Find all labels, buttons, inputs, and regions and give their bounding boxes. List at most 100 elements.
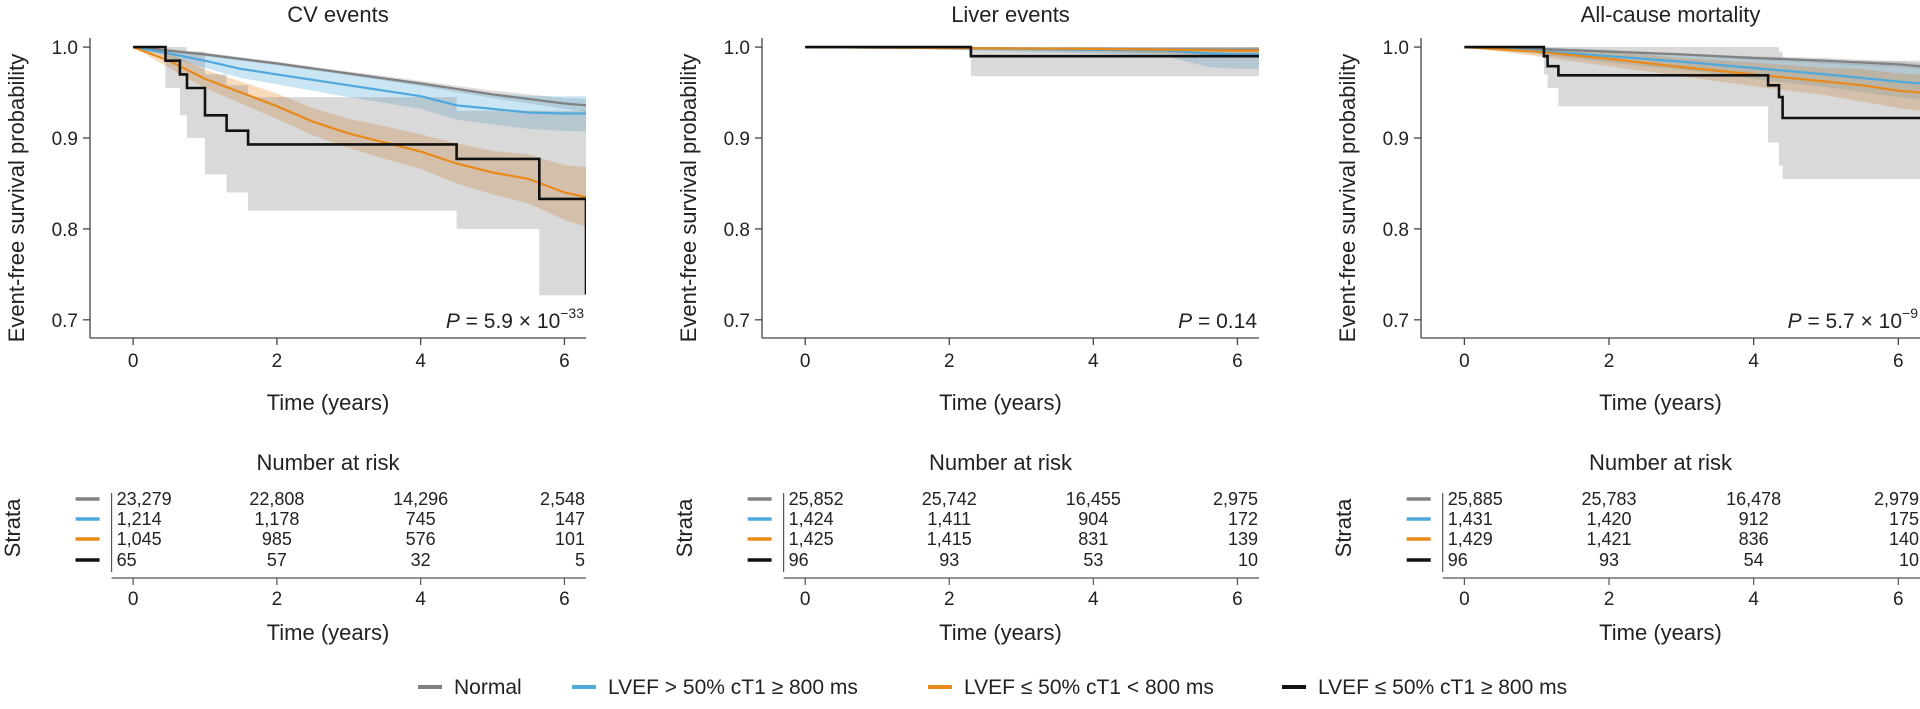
x-tick-label: 2: [272, 351, 283, 372]
risk-count: 22,808: [249, 489, 304, 509]
risk-count: 175: [1889, 509, 1919, 529]
x-axis-label: Time (years): [1599, 390, 1722, 415]
risk-x-axis-label: Time (years): [267, 620, 390, 645]
x-tick-label: 0: [128, 351, 139, 372]
ci-band-lvef-le-low: [1464, 47, 1920, 111]
ci-band-lvef-gt: [805, 47, 1259, 69]
risk-count: 147: [555, 509, 585, 529]
risk-count: 912: [1739, 509, 1769, 529]
risk-count: 1,420: [1587, 509, 1632, 529]
x-axis-label: Time (years): [939, 390, 1062, 415]
panel-title: Liver events: [951, 2, 1070, 27]
risk-table-title: Number at risk: [256, 450, 400, 475]
risk-count: 1,178: [254, 509, 299, 529]
y-tick-label: 0.7: [724, 311, 750, 332]
strata-label: Strata: [672, 498, 697, 557]
risk-x-tick-label: 2: [1604, 589, 1615, 610]
risk-count: 53: [1083, 550, 1103, 570]
y-tick-label: 0.7: [52, 311, 78, 332]
risk-count: 23,279: [117, 489, 172, 509]
x-tick-label: 0: [800, 351, 811, 372]
risk-table-title: Number at risk: [1589, 450, 1733, 475]
risk-x-tick-label: 6: [559, 589, 570, 610]
series-line-lvef-le-high: [133, 45, 586, 295]
ci-band-lvef-gt: [1464, 47, 1920, 100]
y-tick-label: 0.8: [1383, 220, 1409, 241]
risk-count: 96: [1448, 550, 1468, 570]
p-value: P = 5.9 × 10−33: [446, 305, 584, 333]
risk-count: 16,455: [1066, 489, 1121, 509]
p-value: P = 5.7 × 10−9: [1788, 305, 1919, 333]
risk-count: 54: [1744, 550, 1764, 570]
series-line-lvef-le-high: [805, 45, 1259, 58]
risk-count: 1,214: [117, 509, 162, 529]
risk-count: 2,548: [540, 489, 585, 509]
panel-title: CV events: [287, 2, 389, 27]
x-tick-label: 6: [1232, 351, 1243, 372]
risk-x-tick-label: 6: [1893, 589, 1904, 610]
legend-label-normal: Normal: [454, 676, 522, 699]
y-tick-label: 0.9: [724, 129, 750, 150]
x-tick-label: 4: [1748, 351, 1759, 372]
risk-count: 1,425: [789, 529, 834, 549]
panel-title: All-cause mortality: [1581, 2, 1761, 27]
risk-count: 5: [575, 550, 585, 570]
risk-x-tick-label: 0: [800, 589, 811, 610]
risk-count: 25,885: [1448, 489, 1503, 509]
risk-count: 25,852: [789, 489, 844, 509]
legend-label-lvef-gt: LVEF > 50% cT1 ≥ 800 ms: [608, 676, 858, 699]
risk-count: 25,742: [922, 489, 977, 509]
y-tick-label: 1.0: [1383, 38, 1409, 59]
risk-count: 1,421: [1587, 529, 1632, 549]
risk-count: 10: [1238, 550, 1258, 570]
x-tick-label: 4: [415, 351, 426, 372]
x-tick-label: 4: [1088, 351, 1099, 372]
risk-x-axis-label: Time (years): [1599, 620, 1722, 645]
risk-count: 576: [406, 529, 436, 549]
risk-count: 1,431: [1448, 509, 1493, 529]
risk-count: 2,975: [1213, 489, 1258, 509]
y-tick-label: 0.8: [52, 220, 78, 241]
series-line-lvef-le-low: [132, 46, 586, 199]
y-tick-label: 1.0: [52, 38, 78, 59]
km-panel-3: All-cause mortality 0.7 0.8 0.9 1.0 0 2 4 6 Time …: [1335, 2, 1920, 415]
strata-label: Strata: [0, 498, 25, 557]
ci-band-normal: [133, 47, 586, 112]
risk-x-tick-label: 4: [415, 589, 426, 610]
risk-count: 96: [789, 550, 809, 570]
risk-count: 65: [117, 550, 137, 570]
risk-count: 101: [555, 529, 585, 549]
risk-x-tick-label: 2: [944, 589, 955, 610]
risk-count: 1,429: [1448, 529, 1493, 549]
risk-count: 25,783: [1581, 489, 1636, 509]
y-axis-label: Event-free survival probability: [4, 54, 29, 343]
km-panel-1: CV events 0.7 0.8 0.9 1.0 0 2 4 6 Time (years) Eve…: [4, 2, 586, 415]
risk-x-tick-label: 2: [272, 589, 283, 610]
km-panel-2: Liver events 0.7 0.8 0.9 1.0 0 2 4 6 Time (years)…: [676, 2, 1259, 415]
x-tick-label: 6: [1893, 351, 1904, 372]
y-axis-label: Event-free survival probability: [1335, 54, 1360, 343]
x-tick-label: 2: [1604, 351, 1615, 372]
risk-count: 16,478: [1726, 489, 1781, 509]
series-line-lvef-gt: [132, 46, 586, 115]
risk-table-title: Number at risk: [929, 450, 1073, 475]
ci-band-lvef-le-high: [133, 47, 586, 296]
risk-count: 1,045: [117, 529, 162, 549]
risk-x-tick-label: 0: [1459, 589, 1470, 610]
legend-label-lvef-le-low: LVEF ≤ 50% cT1 < 800 ms: [964, 676, 1214, 699]
series-line-normal: [1464, 46, 1920, 68]
risk-count: 93: [1599, 550, 1619, 570]
risk-count: 1,415: [927, 529, 972, 549]
risk-table-2: Number at risk Strata 25,852 25,742 16,455 2,…: [672, 450, 1259, 645]
risk-x-axis-label: Time (years): [939, 620, 1062, 645]
risk-count: 985: [262, 529, 292, 549]
risk-count: 32: [411, 550, 431, 570]
risk-count: 14,296: [393, 489, 448, 509]
risk-x-tick-label: 0: [128, 589, 139, 610]
risk-x-tick-label: 4: [1748, 589, 1759, 610]
risk-count: 172: [1228, 509, 1258, 529]
y-tick-label: 0.9: [1383, 129, 1409, 150]
risk-count: 139: [1228, 529, 1258, 549]
y-axis-label: Event-free survival probability: [676, 54, 701, 343]
